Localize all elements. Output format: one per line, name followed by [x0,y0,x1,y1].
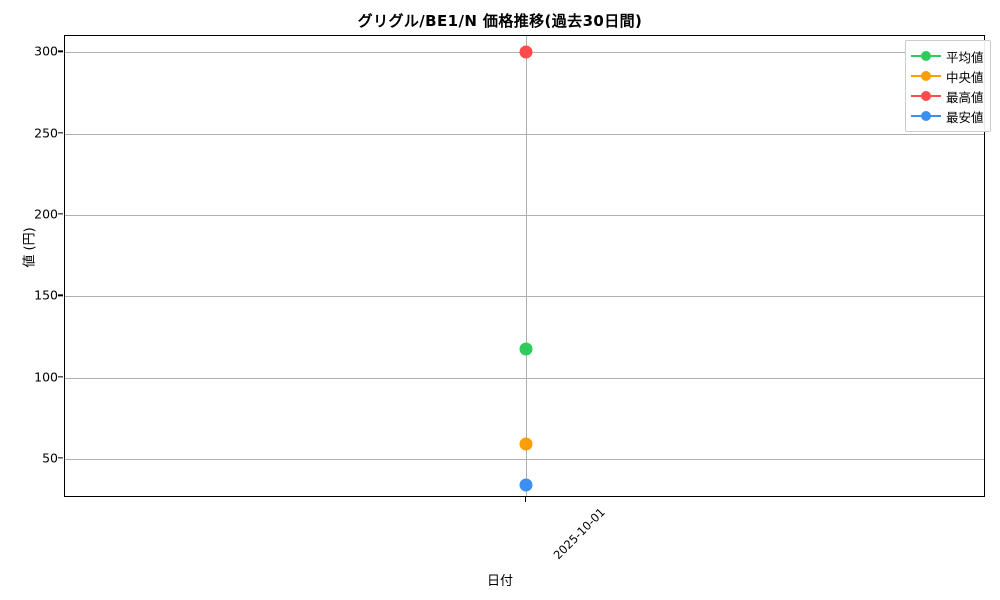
chart-title: グリグル/BE1/N 価格推移(過去30日間) [357,12,643,30]
y-tick-mark [58,213,63,215]
gridline-y-100 [65,377,984,379]
legend-label: 平均値 [946,49,984,65]
data-point [519,437,532,451]
plot-area [64,35,985,497]
chart-legend: 平均値中央値最高値最安値 [905,40,991,132]
legend-item-1[interactable]: 中央値 [911,66,984,86]
y-tick-label: 50 [42,450,58,466]
y-tick-label: 200 [34,206,58,222]
y-tick-mark [58,457,63,459]
legend-item-2[interactable]: 最高値 [911,86,984,106]
y-tick-label: 300 [34,43,58,59]
x-axis-label: 日付 [486,574,513,589]
y-tick-label: 100 [34,369,58,385]
y-tick-mark [58,294,63,296]
legend-marker-icon [911,109,941,123]
x-tick-label: 2025-10-01 [550,505,608,563]
legend-label: 最高値 [946,89,984,105]
legend-marker-icon [911,49,941,63]
y-tick-mark [58,50,63,52]
legend-label: 最安値 [946,109,984,125]
y-tick-label: 250 [34,125,58,141]
gridline-y-50 [65,458,984,460]
legend-marker-icon [911,89,941,103]
legend-label: 中央値 [946,69,984,85]
x-tick-mark [524,497,526,502]
y-tick-mark [58,375,63,378]
legend-item-3[interactable]: 最安値 [911,106,984,126]
gridline-y-150 [65,296,984,298]
data-point [519,478,532,492]
gridline-x-2025-10-01 [525,36,527,496]
y-tick-label: 150 [34,287,58,303]
data-point [519,342,532,356]
legend-marker-icon [911,69,941,83]
legend-item-0[interactable]: 平均値 [911,46,984,66]
data-point [519,45,532,59]
y-tick-mark [58,131,63,134]
gridline-y-250 [65,133,984,135]
gridline-y-200 [65,214,984,216]
